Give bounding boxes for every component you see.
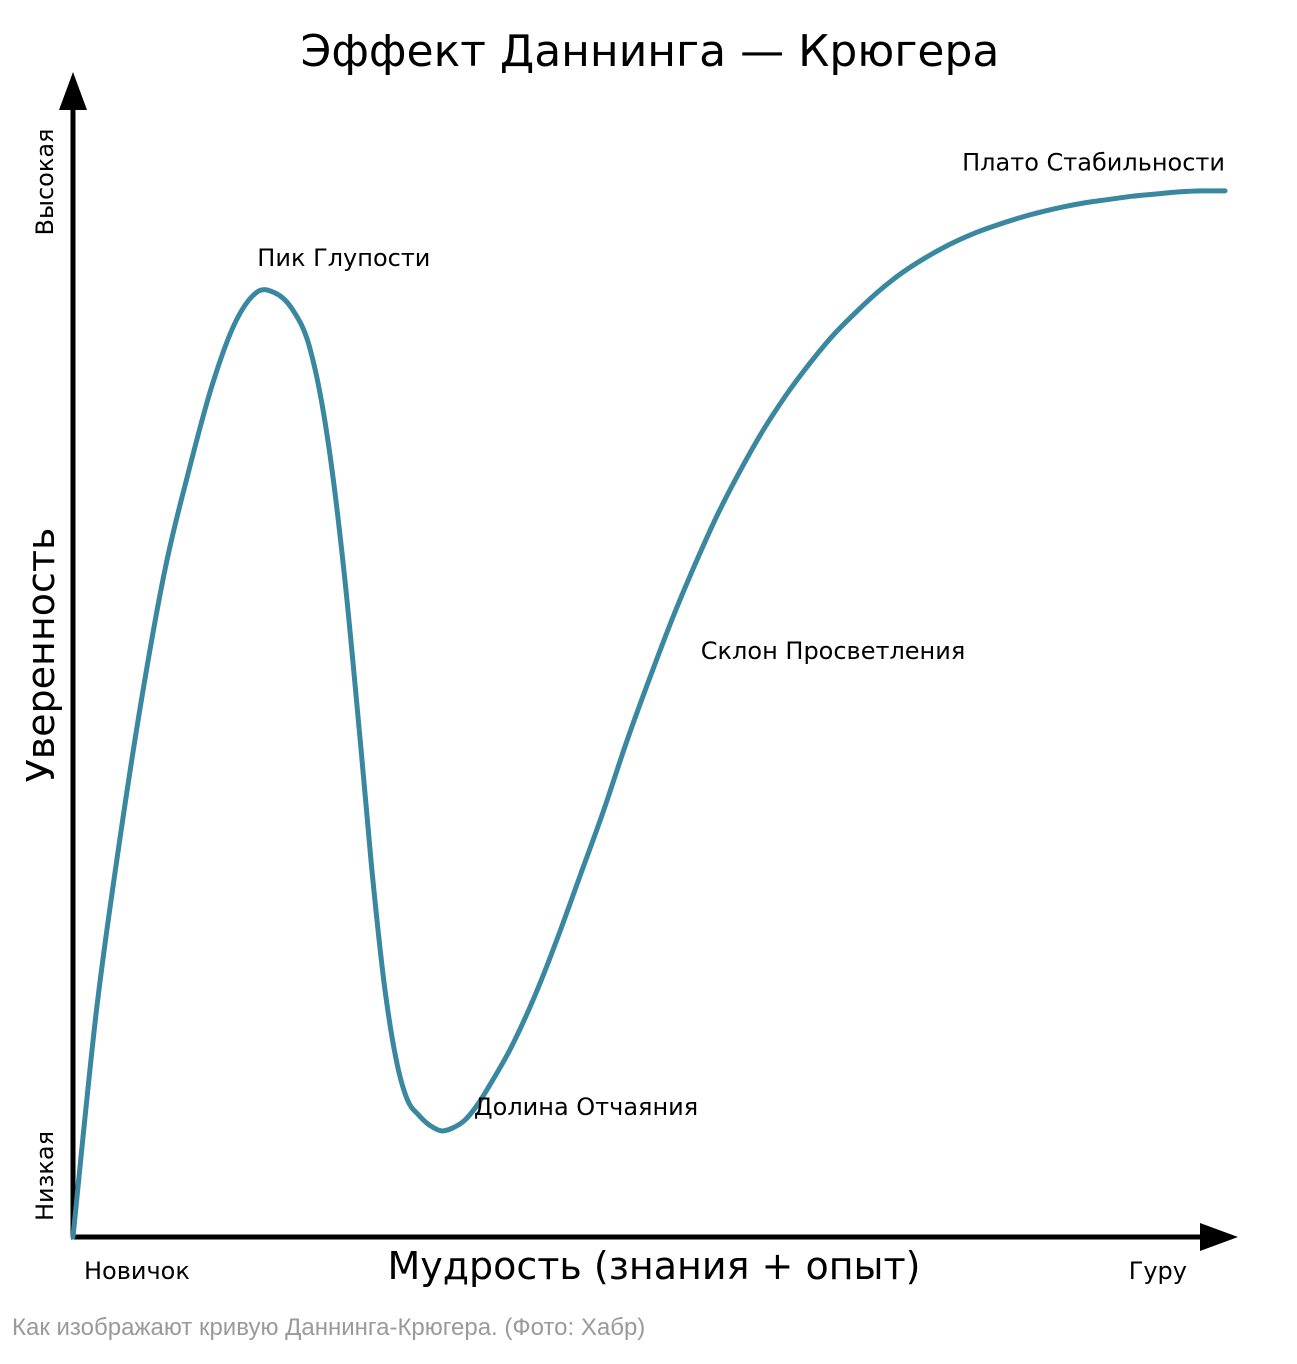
annotation-label: Плато Стабильности [962, 149, 1225, 177]
annotations: Пик Глупости Долина Отчаяния Склон Просвет… [257, 149, 1225, 1121]
y-tick-label-low: Низкая [31, 1131, 59, 1221]
x-tick-label-start: Новичок [84, 1257, 190, 1285]
x-axis [71, 1223, 1238, 1251]
annotation-label: Пик Глупости [257, 244, 430, 272]
chart-title: Эффект Даннинга — Крюгера [301, 26, 1000, 77]
y-tick-label-high: Высокая [31, 129, 59, 236]
annotation-label: Склон Просветления [701, 637, 965, 665]
confidence-curve [70, 188, 1228, 1240]
x-axis-arrow-icon [1200, 1223, 1238, 1251]
x-tick-label-end: Гуру [1129, 1257, 1187, 1285]
y-axis [59, 72, 87, 1237]
x-axis-label: Мудрость (знания + опыт) [387, 1244, 920, 1288]
chart: Эффект Даннинга — Крюгера Уверенность Вы… [19, 26, 1238, 1288]
annotation-label: Долина Отчаяния [474, 1093, 698, 1121]
image-caption: Как изображают кривую Даннинга-Крюгера. … [12, 1314, 646, 1341]
y-axis-arrow-icon [59, 72, 87, 110]
y-axis-label: Уверенность [19, 528, 63, 783]
